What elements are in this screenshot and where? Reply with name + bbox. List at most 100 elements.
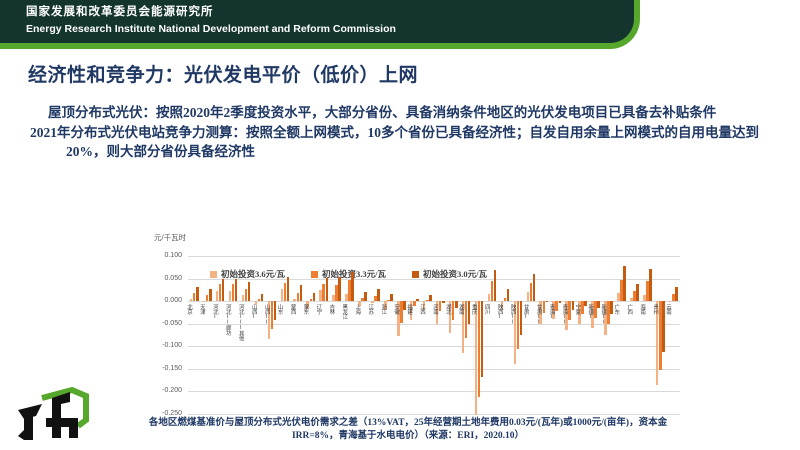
legend-label: 初始投资3.6元/瓦	[221, 269, 285, 279]
bar	[581, 301, 584, 314]
chart-legend: 初始投资3.6元/瓦 初始投资3.3元/瓦 初始投资3.0元/瓦	[210, 268, 487, 280]
bar	[202, 301, 206, 303]
bar	[364, 291, 367, 302]
category-label: 福建	[406, 304, 413, 315]
category-label: 河北I	[211, 304, 218, 320]
bar	[234, 278, 238, 302]
bar	[286, 276, 290, 302]
legend-item: 初始投资3.6元/瓦	[210, 268, 285, 280]
category-label: 湖南	[457, 304, 464, 315]
category-label: 黑龙江	[341, 304, 348, 320]
bar-chart: 元/千瓦时 0.100 0.050 0.000 -0.050 -0.100 -0.150 -…	[148, 232, 696, 428]
bar	[397, 301, 400, 337]
bar	[374, 295, 377, 302]
category-label: 重庆	[470, 304, 477, 315]
bar	[215, 290, 219, 302]
category-label: 安徽	[393, 304, 400, 315]
bar	[306, 301, 309, 310]
bar	[387, 300, 390, 302]
bar	[649, 268, 652, 302]
institute-logo	[18, 386, 89, 440]
bar	[384, 301, 387, 311]
legend-label: 初始投资3.0元/瓦	[423, 269, 487, 279]
category-label: 青海II	[561, 304, 568, 326]
bar	[335, 284, 338, 302]
category-label: 河北II廊坊	[224, 304, 231, 336]
caption-line: 各地区燃煤基准价与屋顶分布式光伏电价需求之差（13%VAT，25年经营期土地年费…	[148, 418, 668, 428]
bar	[221, 278, 225, 302]
bar	[241, 294, 245, 302]
header-banner: 国家发展和改革委员会能源研究所 Energy Research Institut…	[0, 0, 640, 49]
bar	[617, 293, 620, 302]
category-label: 山西I	[250, 304, 257, 320]
bar	[332, 295, 335, 302]
category-label: 河北III其他	[237, 304, 244, 341]
legend-swatch	[210, 270, 217, 278]
category-label: 江苏	[367, 304, 374, 315]
bar	[296, 292, 300, 302]
bar	[338, 276, 341, 302]
bar	[620, 279, 623, 302]
bar	[257, 299, 261, 302]
bullet-item: 屋顶分布式光伏：按照2020年2季度投资水平，大部分省份、具备消纳条件地区的光伏…	[48, 105, 717, 120]
bar	[231, 284, 235, 302]
category-label: 青海I	[548, 304, 555, 320]
bar	[555, 301, 558, 311]
bar	[442, 301, 445, 303]
category-label: 河南	[432, 304, 438, 315]
bar	[490, 280, 494, 302]
category-label: 山东	[276, 304, 283, 315]
bar	[267, 301, 271, 340]
category-label: 浙江	[380, 304, 387, 315]
bar	[526, 292, 530, 302]
bar	[604, 301, 607, 335]
category-label: 蒙西	[289, 304, 296, 315]
bar	[545, 301, 549, 302]
y-tick-label: -0.250	[162, 410, 182, 417]
y-tick-label: -0.150	[162, 364, 182, 372]
bar	[448, 301, 452, 333]
bar	[429, 294, 432, 302]
bar	[422, 301, 426, 311]
category-label: 陕西II	[509, 304, 516, 326]
category-label: 广西	[626, 304, 633, 315]
bar	[247, 282, 251, 302]
y-tick-label: -0.050	[162, 319, 182, 327]
y-tick-label: -0.100	[162, 342, 182, 350]
legend-swatch	[311, 270, 318, 278]
bar	[322, 284, 325, 302]
grid-line	[188, 391, 680, 393]
bar	[597, 301, 600, 308]
bar	[189, 298, 193, 302]
bar	[461, 301, 465, 353]
bar	[513, 301, 517, 365]
bar	[273, 301, 277, 321]
bar	[325, 278, 329, 302]
category-label: 新疆II	[600, 304, 607, 326]
grid-line	[188, 301, 680, 303]
bar	[467, 301, 471, 324]
bar	[607, 301, 610, 324]
bar	[672, 294, 675, 302]
bar	[293, 299, 296, 302]
category-label: 甘肃I	[522, 304, 529, 320]
bar	[309, 299, 313, 302]
category-label: 新疆I	[587, 304, 594, 320]
bar	[438, 301, 442, 311]
bar	[244, 288, 248, 302]
bar	[400, 301, 403, 323]
page-title: 经济性和竞争力：光伏发电平价（低价）上网	[28, 65, 419, 86]
grid-line	[188, 414, 680, 415]
bar	[500, 301, 504, 311]
bar	[358, 301, 361, 307]
bar	[270, 301, 274, 330]
bar	[662, 301, 665, 353]
bar	[474, 301, 478, 416]
category-label: 天津	[198, 304, 205, 315]
legend-item: 初始投资3.3元/瓦	[311, 268, 386, 280]
bar	[409, 301, 413, 321]
bar	[480, 301, 484, 377]
category-label: 北京	[186, 304, 192, 315]
category-label: 甘肃II	[535, 304, 542, 326]
category-label: 四川	[483, 304, 490, 315]
